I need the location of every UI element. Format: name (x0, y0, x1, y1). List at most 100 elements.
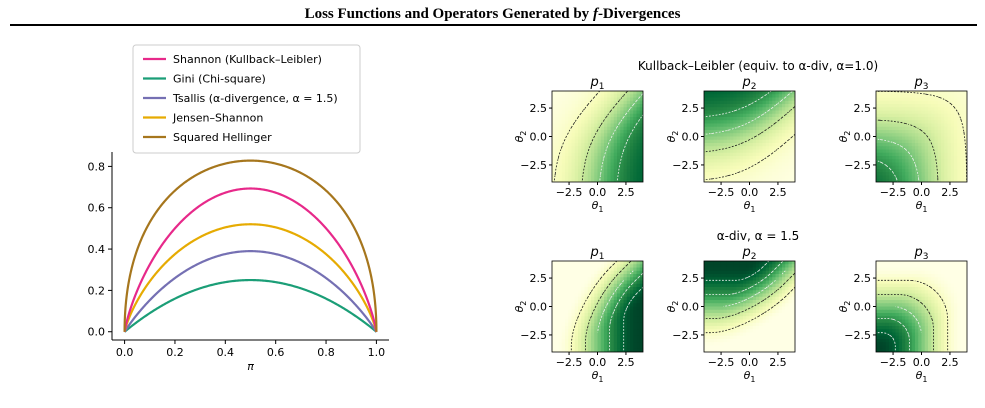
heatmap-cell (876, 100, 880, 105)
heatmap-cell (918, 117, 923, 121)
heatmap-cell (772, 319, 777, 324)
heatmap-cell (720, 270, 725, 275)
heatmap-cell (762, 280, 767, 285)
heatmap-cell (928, 169, 932, 173)
heatmap-cell (636, 169, 641, 173)
heatmap-cell (876, 149, 880, 154)
heatmap-cell (591, 133, 595, 138)
y-tick-label: −2.5 (844, 159, 871, 172)
heatmap-cell (921, 178, 926, 182)
heatmap-cell (941, 296, 945, 301)
heatmap-cell (963, 267, 967, 272)
heatmap-cell (561, 267, 566, 272)
heatmap-cell (704, 139, 708, 144)
heatmap-cell (785, 316, 790, 321)
heatmap-cell (574, 178, 579, 182)
heatmap-cell (630, 104, 634, 108)
heatmap-cell (782, 178, 786, 182)
heatmap-cell (743, 91, 747, 95)
heatmap-cell (785, 133, 790, 138)
heatmap-cell (931, 332, 936, 337)
heatmap-cell (759, 293, 764, 298)
heatmap-cell (882, 270, 887, 275)
heatmap-cell (639, 178, 643, 182)
heatmap-cell (704, 91, 708, 95)
heatmap-cell (743, 319, 747, 324)
heatmap-cell (954, 303, 958, 308)
heatmap-cell (908, 335, 913, 340)
heatmap-cell (928, 165, 932, 170)
heatmap-cell (597, 100, 602, 105)
heatmap-cell (565, 280, 569, 285)
heatmap-cell (630, 287, 634, 291)
heatmap-cell (876, 175, 880, 180)
heatmap-cell (552, 283, 556, 288)
heatmap-cell (591, 149, 595, 154)
heatmap-cell (759, 94, 764, 99)
heatmap-cell (918, 277, 923, 282)
heatmap-cell (882, 306, 887, 311)
heatmap-cell (928, 309, 932, 314)
heatmap-cell (791, 290, 795, 295)
heatmap-cell (623, 169, 628, 173)
heatmap-cell (597, 287, 602, 291)
heatmap-cell (733, 110, 738, 115)
y-tick-label: 0.0 (88, 326, 106, 339)
heatmap-cell (578, 303, 582, 308)
heatmap-cell (736, 139, 741, 144)
heatmap-cell (898, 313, 903, 317)
heatmap-cell (934, 306, 939, 311)
heatmap-cell (558, 97, 563, 102)
x-axis-label: θ1 (592, 199, 604, 214)
heatmap-cell (785, 274, 790, 278)
heatmap-cell (749, 143, 754, 147)
heatmap-cell (726, 296, 731, 301)
heatmap-cell (931, 110, 936, 115)
heatmap-cell (889, 313, 893, 317)
heatmap-cell (730, 322, 734, 327)
heatmap-cell (723, 156, 728, 160)
heatmap-cell (957, 136, 962, 141)
heatmap-cell (876, 332, 880, 337)
heatmap-cell (587, 117, 592, 121)
heatmap-cell (707, 303, 712, 308)
heatmap-cell (633, 332, 638, 337)
heatmap-cell (591, 100, 595, 105)
contour-line (616, 114, 643, 182)
heatmap-cell (911, 293, 916, 298)
heatmap-cell (892, 100, 897, 105)
heatmap-cell (950, 169, 955, 173)
heatmap-cell (924, 332, 929, 337)
y-axis-label-sub: 2 (671, 131, 680, 136)
heatmap-cell (587, 296, 592, 301)
heatmap-cell (574, 100, 579, 105)
heatmap-cell (908, 162, 913, 167)
heatmap-cell (769, 267, 773, 272)
heatmap-cell (720, 159, 725, 164)
heatmap-cell (630, 345, 634, 350)
heatmap-cell (597, 280, 602, 285)
heatmap-cell (759, 322, 764, 327)
heatmap-cell (769, 113, 773, 118)
heatmap-cell (963, 316, 967, 321)
heatmap-cell (928, 348, 932, 352)
heatmap-cell (918, 322, 923, 327)
heatmap-cell (574, 156, 579, 160)
heatmap-cell (561, 280, 566, 285)
heatmap-cell (730, 277, 734, 282)
heatmap-cell (623, 104, 628, 108)
heatmap-cell (882, 104, 887, 108)
heatmap-cell (626, 169, 631, 173)
heatmap-cell (908, 91, 913, 95)
heatmap-cell (626, 172, 631, 177)
heatmap-cell (947, 175, 952, 180)
heatmap-cell (756, 169, 760, 173)
heatmap-cell (752, 283, 757, 288)
heatmap-cell (947, 126, 952, 131)
heatmap-cell (895, 316, 900, 321)
heatmap-cell (739, 162, 744, 167)
heatmap-cell (636, 172, 641, 177)
x-tick-label: 0.0 (589, 356, 607, 369)
heatmap-cell (924, 309, 929, 314)
